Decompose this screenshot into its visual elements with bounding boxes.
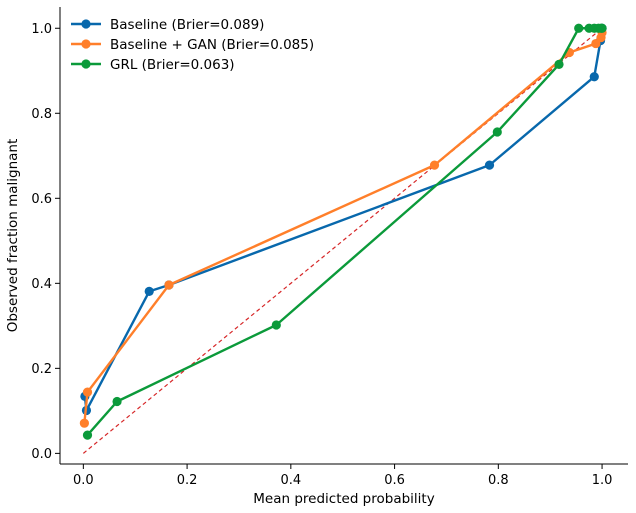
legend-item-0: Baseline (Brier=0.089): [71, 17, 264, 33]
x-tick-label: 1.0: [592, 473, 613, 488]
axes-layer: [59, 7, 628, 465]
data-point: [597, 23, 607, 33]
data-point: [492, 127, 502, 137]
series-layer: [79, 23, 607, 440]
series-2: [82, 23, 607, 440]
x-tick-label: 0.6: [384, 473, 405, 488]
legend-marker: [81, 39, 91, 49]
y-tick-label: 0.4: [31, 277, 52, 292]
data-point: [591, 38, 601, 49]
y-axis-label: Observed fraction malignant: [5, 139, 21, 333]
x-tick-label: 0.0: [73, 473, 94, 488]
y-tick-label: 0.0: [31, 447, 52, 462]
data-point: [144, 286, 154, 297]
y-ticks: 0.0 0.2 0.4 0.6 0.8 1.0: [31, 22, 60, 462]
data-point: [589, 72, 599, 82]
data-point: [271, 320, 281, 330]
data-point: [82, 430, 93, 440]
legend: Baseline (Brier=0.089) Baseline + GAN (Br…: [71, 17, 314, 73]
x-axis-label: Mean predicted probability: [253, 491, 434, 507]
x-tick-label: 0.2: [177, 473, 198, 488]
data-point: [82, 387, 93, 397]
legend-item-1: Baseline + GAN (Brier=0.085): [71, 37, 314, 53]
reference-diagonal-line: [82, 27, 603, 454]
y-tick-label: 0.6: [31, 192, 52, 207]
legend-marker: [81, 59, 91, 69]
x-tick-label: 0.8: [488, 473, 509, 488]
data-point: [112, 396, 122, 407]
y-tick-label: 0.2: [31, 362, 52, 377]
series-1: [79, 27, 607, 428]
y-tick-label: 1.0: [31, 22, 52, 37]
data-point: [79, 418, 89, 428]
legend-label: Baseline (Brier=0.089): [110, 17, 264, 33]
data-point: [164, 280, 174, 290]
series-line: [83, 28, 604, 412]
y-tick-label: 0.8: [31, 107, 52, 122]
data-point: [484, 160, 495, 170]
legend-item-2: GRL (Brier=0.063): [71, 57, 235, 73]
legend-marker: [81, 19, 91, 29]
legend-label: Baseline + GAN (Brier=0.085): [110, 37, 314, 53]
series-line: [83, 32, 604, 424]
data-point: [554, 59, 564, 69]
legend-label: GRL (Brier=0.063): [110, 57, 235, 73]
data-point: [429, 160, 440, 170]
series-0: [80, 23, 607, 416]
reference-layer: [82, 27, 603, 454]
x-ticks: 0.0 0.2 0.4 0.6 0.8 1.0: [73, 464, 612, 488]
data-point: [574, 23, 584, 33]
x-tick-label: 0.4: [280, 473, 301, 488]
